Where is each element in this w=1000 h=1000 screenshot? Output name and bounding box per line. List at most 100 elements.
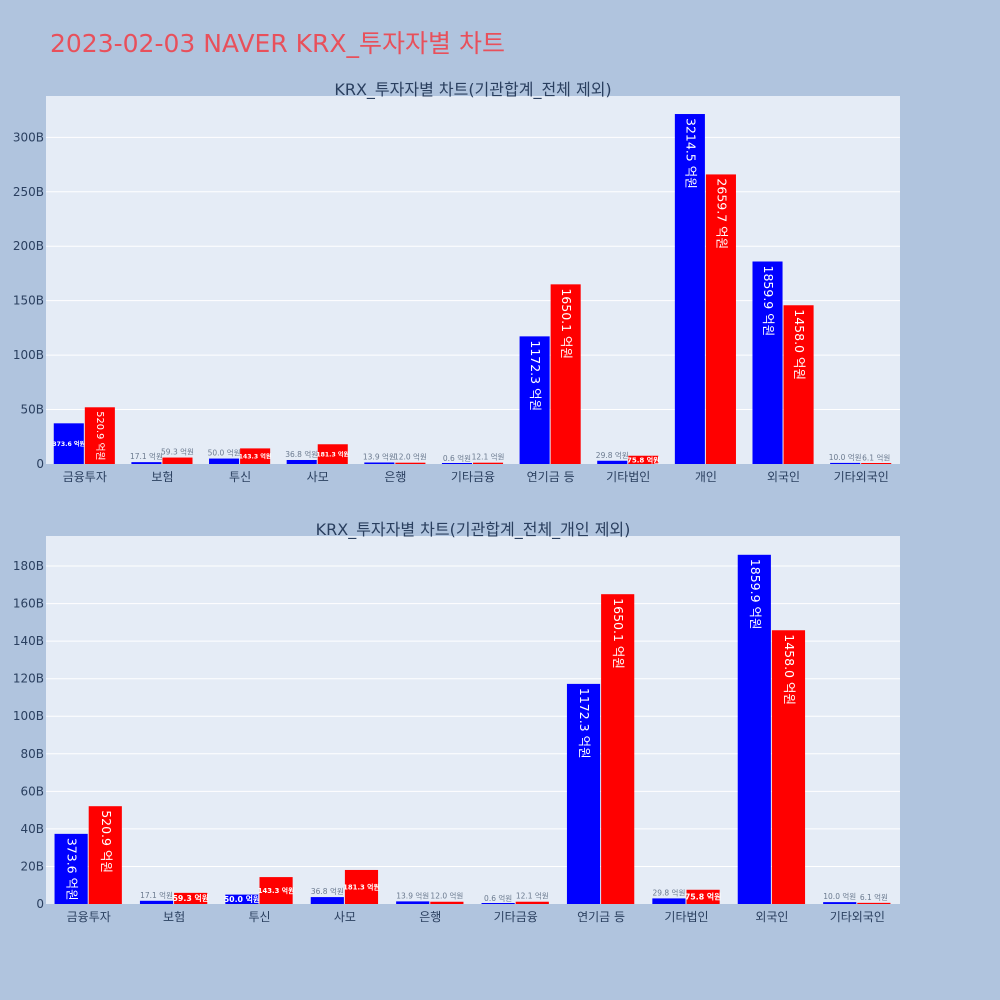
y-tick-label: 300B [13,130,44,144]
x-tick-label: 기타금융 [451,470,495,484]
data-label: 29.8 억원 [652,888,685,897]
bar-series-1 [652,898,686,904]
x-tick-label: 기타법인 [606,470,650,484]
bar-series-1 [674,114,705,465]
bar-series-1 [54,833,88,904]
y-tick-label: 0 [36,457,44,471]
data-label: 373.6 억원 [65,838,80,901]
bar-series-2 [395,462,426,464]
bar-series-2 [473,462,504,464]
x-tick-label: 보험 [151,470,173,484]
y-tick-label: 160B [13,597,44,611]
bar-series-1 [481,903,515,904]
y-tick-label: 180B [13,559,44,573]
bar-series-2 [783,305,814,464]
data-label: 1859.9 억원 [748,559,763,630]
chart-title: KRX_투자자별 차트(기관합계_전체_개인 제외) [316,520,631,540]
data-label: 75.8 억원 [627,455,660,464]
bar-series-1 [286,459,317,464]
data-label: 373.6 억원 [52,440,85,448]
data-label: 1458.0 억원 [782,634,797,705]
data-label: 12.1 억원 [472,453,505,462]
bar-series-1 [441,463,472,464]
bar-series-2 [174,892,208,904]
x-tick-label: 외국인 [755,910,788,924]
y-tick-label: 100B [13,348,44,362]
y-tick-label: 150B [13,294,44,308]
data-label: 12.1 억원 [516,892,549,901]
data-label: 50.0 억원 [224,894,260,904]
data-label: 6.1 억원 [862,453,890,462]
data-label: 1650.1 억원 [559,288,574,359]
data-label: 0.6 억원 [484,894,512,903]
data-label: 12.0 억원 [394,453,427,462]
data-label: 181.3 억원 [343,882,380,891]
bar-series-1 [53,423,84,464]
x-tick-label: 사모 [307,470,329,484]
bar-series-2 [857,902,891,904]
bar-series-2 [344,869,379,904]
data-label: 1650.1 억원 [611,598,626,669]
y-tick-label: 200B [13,239,44,253]
bar-series-1 [131,462,162,464]
bar-series-2 [84,407,115,464]
bar-series-1 [830,462,861,464]
data-label: 13.9 억원 [396,891,429,900]
y-tick-label: 100B [13,709,44,723]
bar-series-2 [88,806,122,904]
bar-series-1 [737,554,771,904]
x-tick-label: 은행 [384,469,406,484]
data-label: 3214.5 억원 [683,118,698,189]
bar-series-2 [601,594,635,904]
y-tick-label: 50B [20,403,44,417]
x-tick-label: 연기금 등 [577,910,625,924]
bar-series-1 [209,458,240,464]
data-label: 1172.3 억원 [528,340,543,411]
bar-series-1 [823,902,857,904]
data-label: 1859.9 억원 [761,266,776,337]
bar-series-2 [162,457,193,464]
chart-bottom: KRX_투자자별 차트(기관합계_전체_개인 제외) 0 20B 40B 60B 80B 1… [13,520,900,924]
x-tick-label: 투신 [248,910,270,924]
x-tick-label: 사모 [334,910,356,924]
y-tick-label: 140B [13,634,44,648]
bar-series-2 [686,889,720,904]
x-tick-label: 금융투자 [67,910,111,924]
bar-series-2 [430,901,464,904]
data-label: 59.3 억원 [161,448,194,457]
data-label: 12.0 억원 [430,892,463,901]
bar-series-2 [259,877,293,904]
bar-series-2 [240,448,271,464]
data-label: 520.9 억원 [99,810,114,873]
bar-series-1 [752,261,783,464]
bar-series-2 [771,630,806,904]
x-tick-label: 은행 [419,909,441,924]
x-tick-label: 개인 [695,470,717,484]
x-tick-label: 기타법인 [664,910,708,924]
y-tick-label: 20B [20,859,44,873]
bar-series-2 [628,455,659,464]
y-tick-label: 60B [20,784,44,798]
data-label: 520.9 억원 [94,411,106,460]
y-tick-label: 250B [13,185,44,199]
data-label: 1458.0 억원 [792,309,807,380]
x-tick-label: 연기금 등 [527,470,575,484]
data-label: 10.0 억원 [823,892,856,901]
chart-top: KRX_투자자별 차트(기관합계_전체 제외) 0 50B 100B 150B 200B 2… [13,80,900,484]
bar-series-1 [396,901,430,904]
x-tick-label: 투신 [229,470,251,484]
x-tick-label: 외국인 [767,470,800,484]
data-label: 17.1 억원 [130,452,163,461]
data-label: 10.0 억원 [829,453,862,462]
bar-series-1 [519,336,550,464]
bar-series-2 [515,901,549,904]
x-tick-label: 기타외국인 [830,910,885,924]
page-title: 2023-02-03 NAVER KRX_투자자별 차트 [50,29,505,58]
data-label: 13.9 억원 [363,452,396,461]
data-label: 36.8 억원 [285,450,318,459]
x-tick-label: 금융투자 [63,470,107,484]
data-label: 59.3 억원 [172,893,208,903]
data-label: 0.6 억원 [443,454,471,463]
y-tick-label: 40B [20,822,44,836]
bar-series-2 [550,284,581,464]
